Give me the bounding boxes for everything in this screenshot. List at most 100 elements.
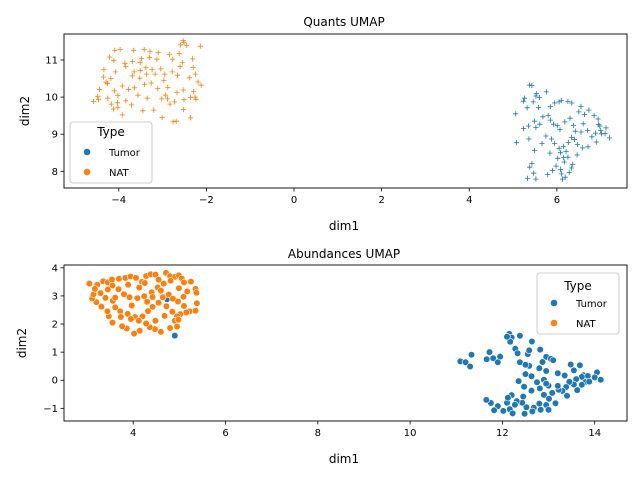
data-point-tumor: [551, 399, 560, 407]
data-point-tumor: [536, 384, 544, 393]
data-point-tumor: [483, 355, 491, 363]
data-point-nat: [111, 58, 117, 64]
legend-label-nat: NAT: [576, 319, 597, 330]
data-point-tumor: [565, 98, 571, 105]
data-point-nat: [122, 60, 128, 66]
data-point-tumor: [494, 358, 502, 366]
data-point-tumor: [538, 358, 547, 366]
data-point-nat: [149, 293, 157, 301]
data-point-tumor: [532, 147, 538, 154]
data-point-nat: [180, 278, 188, 287]
data-point-nat: [166, 324, 174, 332]
data-point-nat: [167, 277, 175, 285]
data-point-tumor: [516, 332, 524, 340]
data-point-tumor: [537, 121, 543, 127]
data-point-tumor: [504, 394, 512, 402]
data-point-tumor: [592, 130, 599, 136]
data-point-tumor: [578, 129, 584, 135]
data-point-nat: [103, 307, 111, 316]
data-point-nat: [164, 96, 170, 102]
data-point-tumor: [598, 127, 604, 134]
data-point-nat: [162, 302, 170, 310]
data-point-nat: [104, 285, 112, 294]
data-point-tumor: [578, 381, 586, 389]
data-point-nat: [141, 279, 149, 287]
data-point-tumor: [530, 99, 536, 105]
data-point-nat: [155, 276, 163, 284]
data-point-nat: [125, 293, 134, 301]
data-point-nat: [169, 69, 175, 75]
data-point-nat: [129, 73, 135, 79]
data-point-nat: [151, 271, 159, 279]
data-point-nat: [165, 84, 171, 90]
data-point-tumor: [467, 351, 476, 359]
data-point-nat: [120, 290, 128, 298]
data-point-nat: [90, 98, 96, 105]
data-point-nat: [149, 67, 155, 73]
data-point-tumor: [466, 362, 474, 371]
legend-label-nat: NAT: [109, 168, 130, 179]
data-point-tumor: [525, 346, 533, 355]
data-point-nat: [135, 283, 143, 292]
data-point-nat: [159, 293, 167, 301]
data-point-tumor: [557, 127, 563, 133]
data-point-tumor: [533, 176, 539, 182]
data-point-nat: [183, 287, 191, 296]
data-point-tumor: [556, 145, 562, 151]
data-point-nat: [143, 71, 149, 77]
data-point-tumor: [589, 134, 595, 140]
data-point-tumor: [595, 116, 601, 122]
data-point-nat: [187, 278, 195, 286]
data-point-nat: [95, 93, 101, 99]
data-point-nat: [114, 285, 123, 293]
data-point-nat: [142, 81, 148, 88]
chart-title: Abundances UMAP: [288, 247, 400, 261]
data-point-nat: [128, 102, 135, 108]
data-point-nat: [180, 87, 186, 93]
data-point-tumor: [567, 115, 573, 121]
y-axis-label: dim2: [15, 328, 29, 358]
data-point-nat: [148, 80, 154, 86]
data-point-nat: [155, 50, 161, 56]
data-point-tumor: [524, 175, 531, 181]
x-tick-label: −2: [199, 195, 214, 206]
x-tick-label: 2: [378, 195, 384, 206]
x-tick-label: 8: [315, 428, 321, 439]
data-point-nat: [192, 71, 198, 77]
data-point-nat: [144, 307, 152, 315]
data-point-nat: [137, 68, 143, 74]
data-point-tumor: [547, 117, 553, 123]
data-point-nat: [136, 327, 144, 335]
data-point-nat: [117, 313, 125, 321]
data-point-tumor: [526, 136, 532, 142]
data-point-tumor: [574, 142, 581, 148]
data-point-tumor: [576, 109, 582, 115]
data-point-tumor: [542, 367, 550, 375]
data-point-tumor: [603, 125, 609, 131]
data-point-nat: [85, 280, 93, 288]
chart-title: Quants UMAP: [303, 15, 384, 29]
data-point-nat: [115, 275, 123, 283]
data-point-nat: [111, 303, 119, 311]
data-point-nat: [143, 64, 149, 70]
data-point-tumor: [520, 383, 528, 391]
data-point-tumor: [528, 407, 537, 416]
x-tick-label: 6: [222, 428, 228, 439]
data-point-nat: [152, 71, 158, 77]
legend: Type Tumor NAT: [536, 272, 620, 335]
data-point-nat: [181, 97, 187, 103]
data-point-nat: [146, 55, 152, 61]
data-point-nat: [115, 93, 121, 99]
legend-label-tumor: Tumor: [108, 148, 141, 159]
data-point-tumor: [545, 172, 551, 178]
data-point-tumor: [552, 140, 558, 147]
data-point-nat: [96, 86, 103, 92]
data-point-tumor: [570, 122, 577, 128]
data-point-nat: [140, 292, 148, 300]
data-point-nat: [138, 55, 145, 62]
data-point-nat: [149, 303, 157, 311]
data-point-tumor: [520, 410, 529, 418]
data-point-tumor: [513, 349, 522, 357]
data-point-nat: [124, 310, 132, 318]
data-point-nat: [107, 54, 113, 60]
